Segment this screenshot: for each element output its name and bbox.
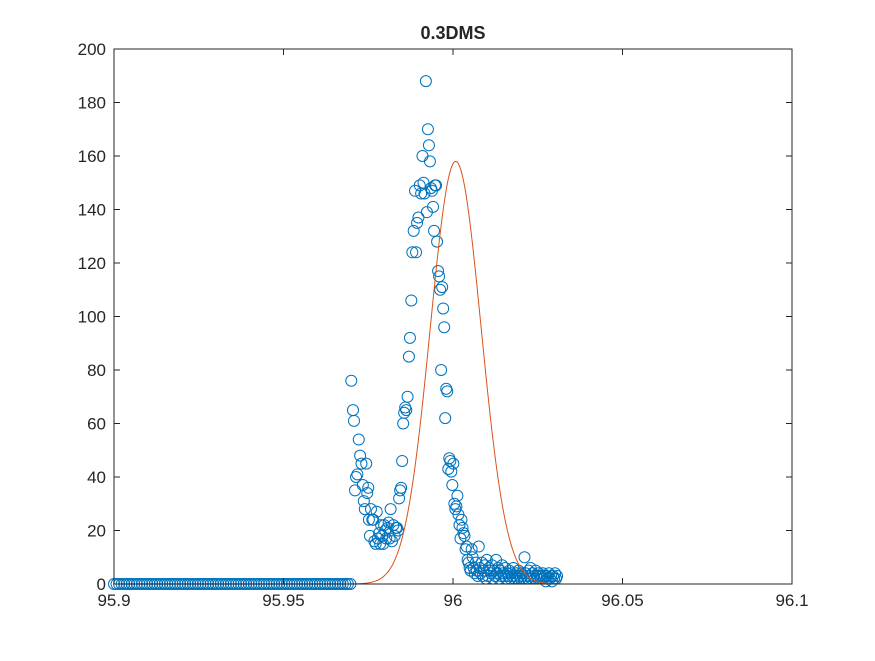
data-point (400, 404, 413, 417)
data-point (549, 567, 562, 580)
data-point (407, 224, 420, 237)
data-point (362, 481, 375, 494)
y-tick-label: 160 (78, 147, 106, 166)
x-tick-label: 96 (444, 591, 463, 610)
data-point (447, 457, 460, 470)
data-point (406, 246, 419, 259)
data-point (360, 457, 373, 470)
y-tick-label: 180 (78, 94, 106, 113)
data-point (412, 211, 425, 224)
data-point (455, 513, 468, 526)
data-point (551, 569, 564, 582)
data-point (446, 479, 459, 492)
data-point (345, 374, 358, 387)
data-point (423, 155, 436, 168)
data-point (403, 331, 416, 344)
x-tick-label: 96.05 (601, 591, 644, 610)
data-point (433, 270, 446, 283)
data-point (369, 537, 382, 550)
y-tick-label: 0 (97, 575, 106, 594)
data-point (351, 468, 364, 481)
data-point (427, 200, 439, 213)
data-point (385, 535, 398, 548)
x-tick-label: 95.95 (262, 591, 305, 610)
y-tick-label: 20 (87, 522, 106, 541)
data-point (352, 433, 365, 446)
data-point (441, 385, 454, 398)
data-point (350, 471, 363, 483)
y-tick-label: 60 (87, 415, 106, 434)
y-tick-label: 80 (87, 361, 106, 380)
data-point (357, 495, 370, 508)
chart-title: 0.3DMS (420, 23, 485, 43)
data-point (431, 235, 444, 248)
data-point (395, 481, 408, 494)
data-point (402, 350, 415, 363)
data-point (348, 414, 361, 427)
data-point (435, 364, 448, 376)
data-point (437, 302, 450, 315)
data-point (361, 487, 374, 500)
data-point (396, 454, 409, 467)
data-point (405, 294, 418, 307)
data-point (370, 505, 383, 518)
data-point (419, 75, 432, 88)
data-point (398, 406, 411, 419)
data-point (358, 503, 371, 516)
data-point (451, 489, 464, 502)
x-tick-label: 95.9 (97, 591, 130, 610)
data-point (448, 497, 461, 510)
data-point (401, 390, 414, 403)
x-tick-label: 96.1 (775, 591, 808, 610)
data-point (518, 551, 531, 564)
data-point (355, 457, 368, 470)
data-point (456, 521, 469, 534)
plot-area (114, 49, 792, 584)
y-tick-label: 40 (87, 468, 106, 487)
data-point (439, 412, 452, 425)
data-point (430, 179, 443, 192)
data-point (472, 540, 485, 553)
data-point (411, 216, 424, 229)
data-point (422, 139, 435, 152)
y-tick-label: 140 (78, 201, 106, 220)
data-point (428, 224, 441, 237)
data-point (384, 503, 397, 516)
y-tick-label: 200 (78, 40, 106, 59)
axes-layer: 95.9 95.95 96 96.05 96.1 0 20 40 60 80 100 120 140 16… (78, 40, 809, 610)
y-tick-label: 100 (78, 308, 106, 327)
data-point (436, 281, 449, 294)
data-point (434, 283, 447, 296)
data-point (453, 519, 466, 532)
data-point (445, 465, 458, 478)
data-point (438, 321, 451, 334)
data-point (465, 543, 478, 556)
y-tick-label: 120 (78, 254, 106, 273)
data-point (410, 246, 423, 259)
data-point (421, 123, 434, 136)
data-point (432, 265, 445, 278)
data-point (354, 449, 367, 462)
